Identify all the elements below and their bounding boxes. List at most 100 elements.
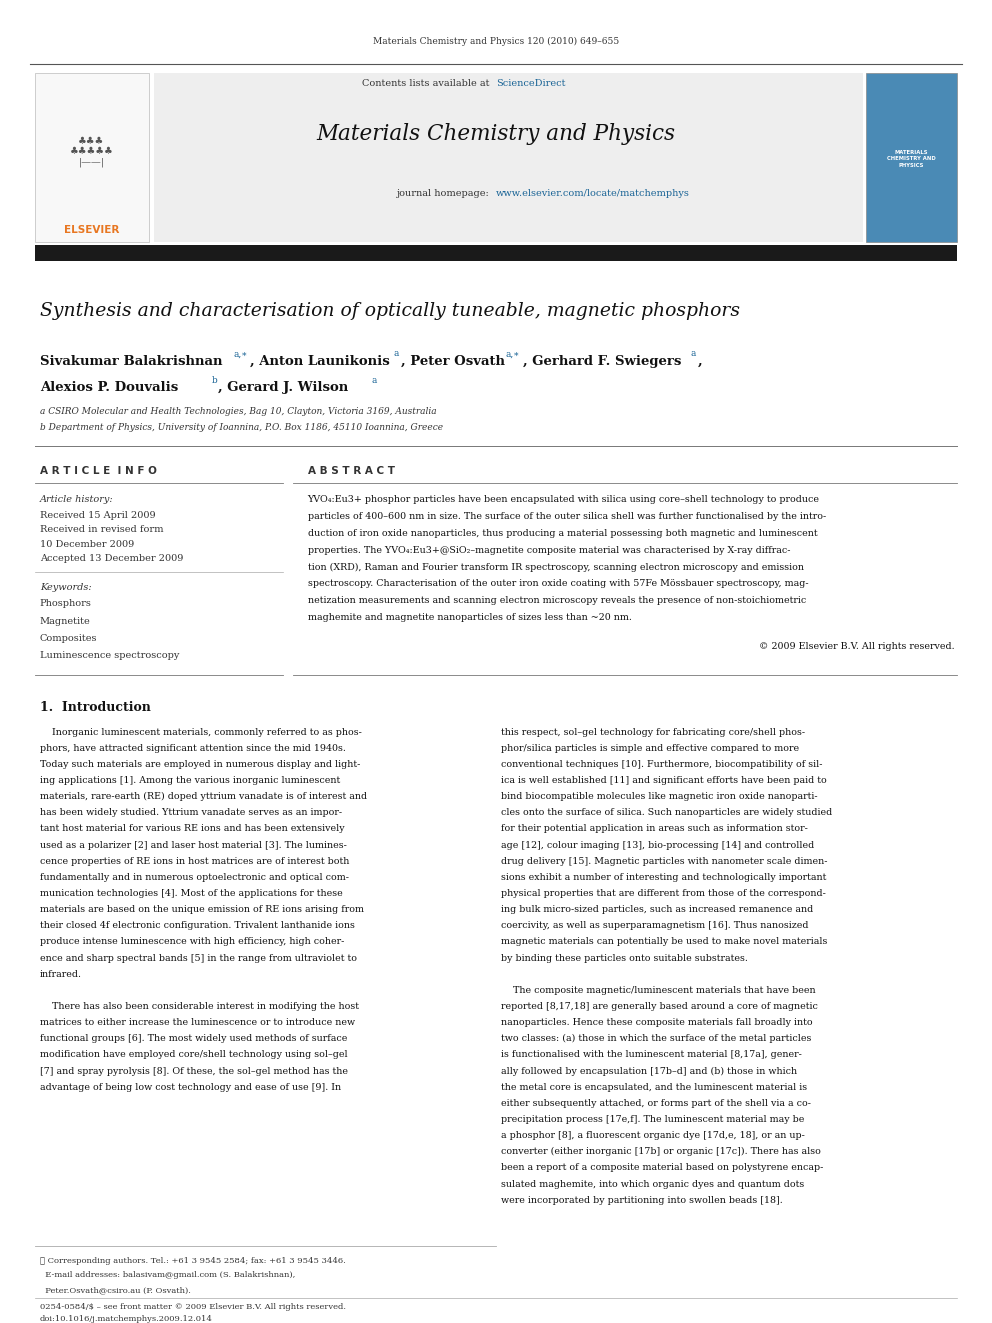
Text: Composites: Composites	[40, 634, 97, 643]
Text: b: b	[211, 376, 217, 385]
Text: modification have employed core/shell technology using sol–gel: modification have employed core/shell te…	[40, 1050, 347, 1060]
Text: either subsequently attached, or forms part of the shell via a co-: either subsequently attached, or forms p…	[501, 1099, 811, 1107]
Text: doi:10.1016/j.matchemphys.2009.12.014: doi:10.1016/j.matchemphys.2009.12.014	[40, 1315, 212, 1323]
Text: materials, rare-earth (RE) doped yttrium vanadate is of interest and: materials, rare-earth (RE) doped yttrium…	[40, 792, 367, 802]
Text: tion (XRD), Raman and Fourier transform IR spectroscopy, scanning electron micro: tion (XRD), Raman and Fourier transform …	[308, 562, 804, 572]
Text: 1.  Introduction: 1. Introduction	[40, 701, 151, 714]
Text: Received in revised form: Received in revised form	[40, 525, 163, 534]
Text: 0254-0584/$ – see front matter © 2009 Elsevier B.V. All rights reserved.: 0254-0584/$ – see front matter © 2009 El…	[40, 1303, 345, 1311]
Text: Article history:: Article history:	[40, 495, 113, 504]
Text: their closed 4f electronic configuration. Trivalent lanthanide ions: their closed 4f electronic configuration…	[40, 921, 354, 930]
Text: Materials Chemistry and Physics: Materials Chemistry and Physics	[316, 123, 676, 146]
Text: munication technologies [4]. Most of the applications for these: munication technologies [4]. Most of the…	[40, 889, 342, 898]
Text: a,∗: a,∗	[506, 349, 520, 359]
Text: ,: ,	[697, 355, 702, 368]
Text: ica is well established [11] and significant efforts have been paid to: ica is well established [11] and signifi…	[501, 777, 826, 785]
Text: Magnetite: Magnetite	[40, 617, 90, 626]
Text: sions exhibit a number of interesting and technologically important: sions exhibit a number of interesting an…	[501, 873, 826, 882]
Text: is functionalised with the luminescent material [8,17a], gener-: is functionalised with the luminescent m…	[501, 1050, 802, 1060]
Text: phor/silica particles is simple and effective compared to more: phor/silica particles is simple and effe…	[501, 744, 800, 753]
Text: a,∗: a,∗	[233, 349, 247, 359]
Text: , Gerard J. Wilson: , Gerard J. Wilson	[218, 381, 348, 394]
Text: were incorporated by partitioning into swollen beads [18].: were incorporated by partitioning into s…	[501, 1196, 783, 1205]
Text: ally followed by encapsulation [17b–d] and (b) those in which: ally followed by encapsulation [17b–d] a…	[501, 1066, 798, 1076]
Text: a: a	[394, 349, 399, 359]
Text: There has also been considerable interest in modifying the host: There has also been considerable interes…	[40, 1002, 359, 1011]
Text: Materials Chemistry and Physics 120 (2010) 649–655: Materials Chemistry and Physics 120 (201…	[373, 37, 619, 46]
Text: 10 December 2009: 10 December 2009	[40, 540, 134, 549]
Text: functional groups [6]. The most widely used methods of surface: functional groups [6]. The most widely u…	[40, 1035, 347, 1044]
Text: ing applications [1]. Among the various inorganic luminescent: ing applications [1]. Among the various …	[40, 777, 340, 785]
Text: matrices to either increase the luminescence or to introduce new: matrices to either increase the luminesc…	[40, 1019, 355, 1027]
Text: www.elsevier.com/locate/matchemphys: www.elsevier.com/locate/matchemphys	[496, 189, 689, 198]
FancyBboxPatch shape	[35, 73, 149, 242]
Text: reported [8,17,18] are generally based around a core of magnetic: reported [8,17,18] are generally based a…	[501, 1002, 817, 1011]
Text: b Department of Physics, University of Ioannina, P.O. Box 1186, 45110 Ioannina, : b Department of Physics, University of I…	[40, 423, 442, 433]
Text: nanoparticles. Hence these composite materials fall broadly into: nanoparticles. Hence these composite mat…	[501, 1019, 812, 1027]
Text: a CSIRO Molecular and Health Technologies, Bag 10, Clayton, Victoria 3169, Austr: a CSIRO Molecular and Health Technologie…	[40, 407, 436, 417]
Text: has been widely studied. Yttrium vanadate serves as an impor-: has been widely studied. Yttrium vanadat…	[40, 808, 342, 818]
Text: properties. The YVO₄:Eu3+@SiO₂–magnetite composite material was characterised by: properties. The YVO₄:Eu3+@SiO₂–magnetite…	[308, 545, 790, 554]
Text: this respect, sol–gel technology for fabricating core/shell phos-: this respect, sol–gel technology for fab…	[501, 728, 806, 737]
Text: ing bulk micro-sized particles, such as increased remanence and: ing bulk micro-sized particles, such as …	[501, 905, 813, 914]
Text: Peter.Osvath@csiro.au (P. Osvath).: Peter.Osvath@csiro.au (P. Osvath).	[40, 1286, 190, 1294]
FancyBboxPatch shape	[154, 73, 863, 242]
Text: converter (either inorganic [17b] or organic [17c]). There has also: converter (either inorganic [17b] or org…	[501, 1147, 820, 1156]
Text: YVO₄:Eu3+ phosphor particles have been encapsulated with silica using core–shell: YVO₄:Eu3+ phosphor particles have been e…	[308, 495, 819, 504]
Text: tant host material for various RE ions and has been extensively: tant host material for various RE ions a…	[40, 824, 344, 833]
Text: Synthesis and characterisation of optically tuneable, magnetic phosphors: Synthesis and characterisation of optica…	[40, 302, 740, 320]
Text: age [12], colour imaging [13], bio-processing [14] and controlled: age [12], colour imaging [13], bio-proce…	[501, 840, 814, 849]
Text: for their potential application in areas such as information stor-: for their potential application in areas…	[501, 824, 807, 833]
FancyBboxPatch shape	[866, 73, 957, 242]
Text: precipitation process [17e,f]. The luminescent material may be: precipitation process [17e,f]. The lumin…	[501, 1115, 805, 1125]
Text: duction of iron oxide nanoparticles, thus producing a material possessing both m: duction of iron oxide nanoparticles, thu…	[308, 529, 817, 537]
Text: , Gerhard F. Swiegers: , Gerhard F. Swiegers	[523, 355, 682, 368]
Text: netization measurements and scanning electron microscopy reveals the presence of: netization measurements and scanning ele…	[308, 597, 806, 606]
Text: advantage of being low cost technology and ease of use [9]. In: advantage of being low cost technology a…	[40, 1082, 341, 1091]
Text: used as a polarizer [2] and laser host material [3]. The lumines-: used as a polarizer [2] and laser host m…	[40, 840, 346, 849]
Text: fundamentally and in numerous optoelectronic and optical com-: fundamentally and in numerous optoelectr…	[40, 873, 348, 882]
Text: drug delivery [15]. Magnetic particles with nanometer scale dimen-: drug delivery [15]. Magnetic particles w…	[501, 857, 827, 865]
Text: magnetic materials can potentially be used to make novel materials: magnetic materials can potentially be us…	[501, 938, 827, 946]
Text: , Peter Osvath: , Peter Osvath	[401, 355, 505, 368]
Text: ence and sharp spectral bands [5] in the range from ultraviolet to: ence and sharp spectral bands [5] in the…	[40, 954, 357, 963]
Text: sulated maghemite, into which organic dyes and quantum dots: sulated maghemite, into which organic dy…	[501, 1180, 805, 1188]
Text: two classes: (a) those in which the surface of the metal particles: two classes: (a) those in which the surf…	[501, 1035, 811, 1044]
Text: ELSEVIER: ELSEVIER	[63, 225, 119, 235]
Text: Luminescence spectroscopy: Luminescence spectroscopy	[40, 651, 179, 660]
Text: Accepted 13 December 2009: Accepted 13 December 2009	[40, 554, 184, 564]
Text: produce intense luminescence with high efficiency, high coher-: produce intense luminescence with high e…	[40, 938, 344, 946]
Text: materials are based on the unique emission of RE ions arising from: materials are based on the unique emissi…	[40, 905, 364, 914]
Text: Contents lists available at: Contents lists available at	[362, 79, 493, 89]
Text: A B S T R A C T: A B S T R A C T	[308, 466, 395, 476]
Text: particles of 400–600 nm in size. The surface of the outer silica shell was furth: particles of 400–600 nm in size. The sur…	[308, 512, 825, 521]
Text: maghemite and magnetite nanoparticles of sizes less than ~20 nm.: maghemite and magnetite nanoparticles of…	[308, 614, 631, 622]
Text: a: a	[372, 376, 377, 385]
Text: E-mail addresses: balasivam@gmail.com (S. Balakrishnan),: E-mail addresses: balasivam@gmail.com (S…	[40, 1271, 295, 1279]
Text: phors, have attracted significant attention since the mid 1940s.: phors, have attracted significant attent…	[40, 744, 345, 753]
Text: coercivity, as well as superparamagnetism [16]. Thus nanosized: coercivity, as well as superparamagnetis…	[501, 921, 808, 930]
Text: journal homepage:: journal homepage:	[397, 189, 493, 198]
Text: a: a	[690, 349, 695, 359]
Text: ScienceDirect: ScienceDirect	[496, 79, 565, 89]
Text: Keywords:: Keywords:	[40, 583, 91, 593]
Text: Received 15 April 2009: Received 15 April 2009	[40, 511, 156, 520]
Text: cles onto the surface of silica. Such nanoparticles are widely studied: cles onto the surface of silica. Such na…	[501, 808, 832, 818]
Text: cence properties of RE ions in host matrices are of interest both: cence properties of RE ions in host matr…	[40, 857, 349, 865]
Text: [7] and spray pyrolysis [8]. Of these, the sol–gel method has the: [7] and spray pyrolysis [8]. Of these, t…	[40, 1066, 347, 1076]
Text: MATERIALS
CHEMISTRY AND
PHYSICS: MATERIALS CHEMISTRY AND PHYSICS	[887, 149, 936, 168]
Text: Inorganic luminescent materials, commonly referred to as phos-: Inorganic luminescent materials, commonl…	[40, 728, 361, 737]
Text: physical properties that are different from those of the correspond-: physical properties that are different f…	[501, 889, 825, 898]
Text: been a report of a composite material based on polystyrene encap-: been a report of a composite material ba…	[501, 1163, 823, 1172]
Text: infrared.: infrared.	[40, 970, 81, 979]
Text: conventional techniques [10]. Furthermore, biocompatibility of sil-: conventional techniques [10]. Furthermor…	[501, 759, 822, 769]
Text: , Anton Launikonis: , Anton Launikonis	[250, 355, 390, 368]
Text: A R T I C L E  I N F O: A R T I C L E I N F O	[40, 466, 157, 476]
Text: bind biocompatible molecules like magnetic iron oxide nanoparti-: bind biocompatible molecules like magnet…	[501, 792, 817, 802]
Text: spectroscopy. Characterisation of the outer iron oxide coating with 57Fe Mössbau: spectroscopy. Characterisation of the ou…	[308, 579, 808, 589]
Text: a phosphor [8], a fluorescent organic dye [17d,e, 18], or an up-: a phosphor [8], a fluorescent organic dy…	[501, 1131, 805, 1140]
Text: Phosphors: Phosphors	[40, 599, 91, 609]
Text: ★ Corresponding authors. Tel.: +61 3 9545 2584; fax: +61 3 9545 3446.: ★ Corresponding authors. Tel.: +61 3 954…	[40, 1257, 345, 1265]
Text: Alexios P. Douvalis: Alexios P. Douvalis	[40, 381, 178, 394]
Text: the metal core is encapsulated, and the luminescent material is: the metal core is encapsulated, and the …	[501, 1082, 807, 1091]
